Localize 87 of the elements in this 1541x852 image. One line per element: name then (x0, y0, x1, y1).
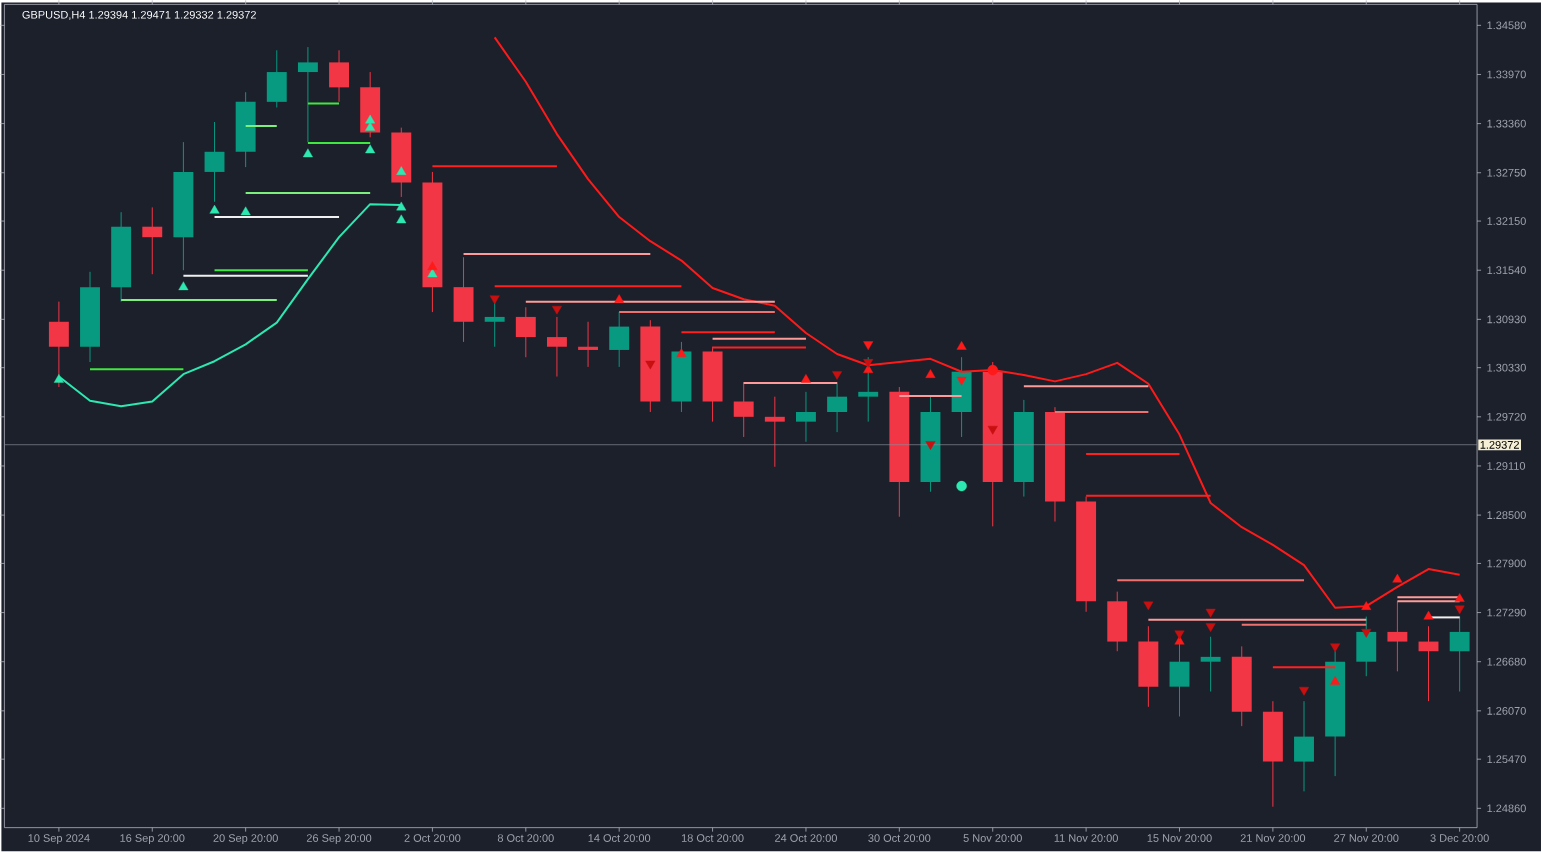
y-tick-label: 1.27900 (1487, 559, 1526, 568)
candlestick (858, 356, 879, 423)
y-tick-label: 1.31540 (1487, 266, 1526, 275)
x-tick-label: 10 Sep 2024 (28, 834, 90, 845)
x-tick-label: 30 Oct 20:00 (868, 834, 931, 843)
candlestick (578, 321, 599, 368)
candlestick (142, 207, 163, 275)
point (863, 341, 874, 351)
point (365, 122, 376, 131)
candlestick (1449, 616, 1470, 693)
y-tick-label: 1.33360 (1487, 119, 1526, 128)
candlestick (609, 311, 630, 368)
point (178, 281, 189, 291)
x-tick-label: 3 Dec 20:00 (1430, 834, 1489, 843)
y-tick-label: 1.30930 (1487, 315, 1526, 324)
point (209, 205, 220, 214)
x-tick-label: 24 Oct 20:00 (775, 834, 837, 843)
point (1143, 601, 1154, 611)
point (1361, 629, 1372, 638)
point (396, 166, 407, 176)
point (427, 268, 438, 278)
point (1299, 687, 1309, 696)
x-tick-label: 2 Oct 20:00 (404, 834, 461, 843)
y-tick-label: 1.33970 (1487, 70, 1526, 79)
point (1205, 609, 1216, 618)
x-tick-label: 21 Nov 20:00 (1240, 834, 1306, 843)
point (801, 374, 811, 383)
point (53, 374, 64, 383)
candlestick (515, 306, 536, 358)
point (956, 341, 967, 350)
candlestick (204, 121, 225, 203)
point (240, 206, 251, 216)
candlestick (297, 46, 318, 143)
y-tick-label: 1.32750 (1487, 169, 1526, 177)
x-tick-label: 5 Nov 20:00 (963, 834, 1022, 843)
text: GBPUSD,H4 1.29394 1.29471 1.29332 1.29372 (22, 11, 256, 21)
point (645, 360, 656, 370)
point (863, 359, 874, 368)
y-tick-label: 1.28500 (1487, 511, 1526, 520)
point (956, 481, 967, 492)
point (302, 148, 313, 158)
point (956, 377, 967, 386)
x-tick-label: 27 Nov 20:00 (1334, 834, 1399, 843)
point (1330, 643, 1341, 653)
point (551, 306, 562, 315)
point (987, 426, 998, 435)
point (396, 201, 407, 211)
x-tick-label: 15 Nov 20:00 (1147, 834, 1212, 843)
candlestick (1200, 636, 1221, 693)
y-tick-label: 1.29720 (1487, 413, 1526, 421)
point (1454, 605, 1465, 615)
x-tick-label: 11 Nov 20:00 (1054, 834, 1118, 843)
point (925, 369, 936, 379)
point (614, 294, 625, 304)
x-tick-label: 16 Sep 20:00 (120, 834, 185, 845)
x-tick-label: 20 Sep 20:00 (213, 834, 278, 845)
ref-line-label: 1.29372 (1480, 441, 1519, 449)
point (676, 348, 687, 358)
x-tick-label: 26 Sep 20:00 (306, 834, 372, 845)
y-tick-label: 1.30330 (1487, 363, 1526, 372)
x-tick-label: 18 Oct 20:00 (681, 834, 744, 843)
point (832, 371, 843, 381)
x-tick-label: 14 Oct 20:00 (588, 834, 651, 843)
point (1205, 623, 1216, 633)
point (396, 214, 407, 224)
point (365, 114, 376, 124)
y-tick-label: 1.32150 (1487, 217, 1526, 226)
candlestick (1387, 600, 1408, 673)
candlestick (795, 391, 816, 443)
y-tick-label: 1.34580 (1487, 21, 1526, 30)
point (427, 261, 438, 271)
y-tick-label: 1.29110 (1487, 462, 1526, 471)
y-tick-label: 1.25470 (1487, 755, 1526, 764)
point (925, 441, 936, 451)
x-tick-label: 8 Oct 20:00 (497, 834, 554, 843)
candlestick (827, 381, 848, 433)
candlestick (546, 316, 567, 378)
point (987, 365, 998, 376)
candlestick (733, 381, 754, 438)
y-tick-label: 1.26070 (1487, 707, 1526, 715)
point (1174, 630, 1185, 640)
candlestick (764, 396, 785, 468)
y-tick-label: 1.27290 (1487, 608, 1526, 617)
point (365, 144, 376, 154)
y-tick-label: 1.26680 (1487, 658, 1526, 666)
y-tick-label: 1.24860 (1487, 804, 1526, 813)
point (489, 295, 500, 305)
